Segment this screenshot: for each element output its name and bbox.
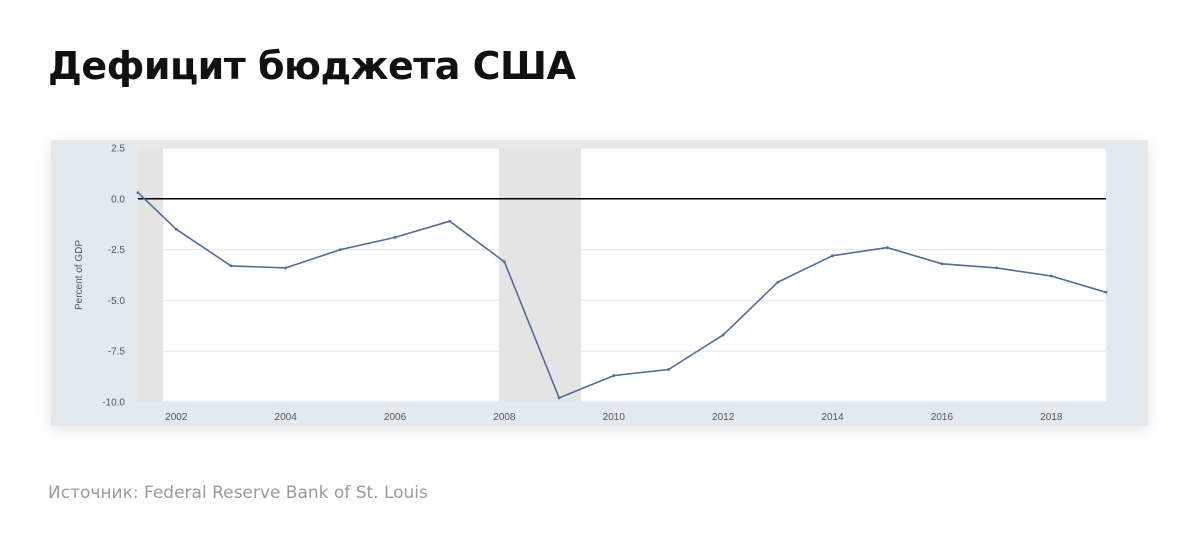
chart-card: 2.5 0.0 -2.5 -5.0 -7.5 -10.0 2002 2004 2006 2008… [51,140,1148,426]
y-tick-label: -5.0 [108,296,126,307]
data-point [284,266,288,270]
data-point [503,260,506,264]
series-layer [136,191,1108,400]
x-tick-label: 2018 [1040,412,1063,423]
y-axis-label: Percent of GDP [74,240,85,310]
data-point [174,227,178,231]
data-point [1104,290,1108,294]
budget-deficit-chart: 2.5 0.0 -2.5 -5.0 -7.5 -10.0 2002 2004 2006 2008… [74,144,1108,423]
x-tick-label: 2002 [165,412,188,423]
data-point [940,262,944,266]
data-point [136,191,140,195]
x-tick-label: 2008 [493,412,516,423]
data-point [667,368,670,371]
y-tick-labels: 2.5 0.0 -2.5 -5.0 -7.5 -10.0 [102,144,125,409]
data-point [612,374,616,377]
source-note: Источник: Federal Reserve Bank of St. Lo… [48,483,428,503]
data-point [229,264,233,268]
y-tick-label: 2.5 [111,144,125,155]
y-tick-label: -7.5 [108,347,126,358]
x-tick-label: 2010 [603,412,626,423]
data-point [448,219,452,223]
y-tick-label: -2.5 [108,245,126,256]
data-point [338,248,342,251]
data-point [831,254,834,258]
x-tick-label: 2006 [384,412,407,423]
recession-bands [138,148,581,402]
y-tick-label: 0.0 [111,194,125,205]
x-tick-label: 2014 [821,412,844,423]
recession-band-1 [138,148,163,402]
plot-area [163,148,1106,402]
y-tick-label: -10.0 [102,398,125,409]
x-tick-label: 2004 [275,412,298,423]
data-point [1049,274,1053,278]
data-point [995,266,999,270]
x-tick-label: 2012 [712,412,735,423]
x-tick-label: 2016 [931,412,954,423]
data-point [721,333,725,337]
x-tick-labels: 2002 2004 2006 2008 2010 2012 2014 2016 2018 [165,412,1063,423]
page-title: Дефицит бюджета США [48,44,576,88]
data-point [557,396,561,400]
data-point [885,246,889,249]
recession-band-2 [498,148,581,402]
y-gridlines [163,147,1106,403]
data-point [776,280,780,284]
data-point [393,236,397,239]
